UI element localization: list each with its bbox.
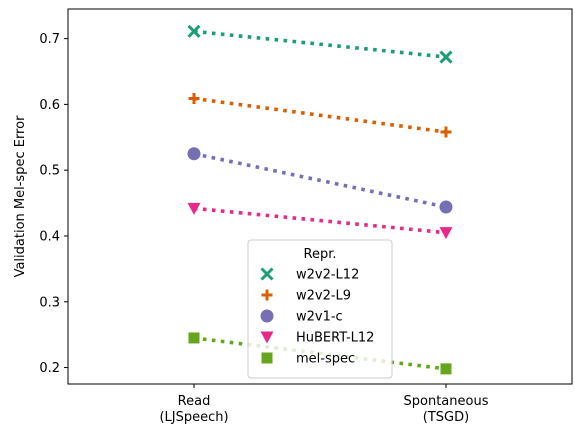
x-tick-label-1-0: Spontaneous [404, 394, 489, 409]
data-point-0-1 [439, 50, 453, 64]
legend-label-1: w2v2-L9 [296, 289, 351, 304]
legend-box [247, 239, 393, 379]
legend-label-2: w2v1-c [296, 310, 343, 325]
legend-marker-1 [261, 289, 273, 301]
x-tick-label-0-1: (LJSpeech) [159, 410, 228, 425]
y-tick-label-1: 0.3 [39, 295, 60, 310]
data-point-3-0 [187, 202, 201, 215]
legend-title: Repr. [304, 247, 337, 262]
y-axis-title: Validation Mel-spec Error [13, 115, 28, 277]
plot-frame [67, 8, 573, 385]
data-point-4-0 [188, 332, 200, 344]
y-tick-label-4: 0.6 [39, 98, 60, 113]
data-point-3-1 [439, 227, 453, 240]
y-tick-label-3: 0.5 [39, 164, 60, 179]
series-line-3 [193, 206, 447, 235]
data-point-0-0 [187, 24, 201, 38]
legend-marker-2 [260, 309, 274, 323]
data-point-4-1 [440, 363, 452, 375]
legend-marker-0 [260, 267, 274, 281]
legend-marker-3 [260, 331, 274, 344]
y-tick-label-5: 0.7 [39, 32, 60, 47]
x-tick-label-0-0: Read [178, 394, 211, 409]
x-tick-label-1-1: (TSGD) [423, 410, 469, 425]
y-tick-label-0: 0.2 [39, 361, 60, 376]
series-line-0 [193, 29, 447, 59]
plot-area [187, 24, 453, 375]
data-point-2-0 [187, 147, 201, 161]
legend-marker-4 [261, 352, 273, 364]
data-point-2-1 [439, 200, 453, 214]
y-tick-label-2: 0.4 [39, 229, 60, 244]
legend-label-4: mel-spec [296, 352, 355, 367]
legend: Repr. w2v2-L12 w2v2-L9 w2v1-c HuBERT-L12 mel-… [247, 239, 393, 379]
legend-label-3: HuBERT-L12 [296, 331, 374, 346]
legend-label-0: w2v2-L12 [296, 268, 359, 283]
data-point-1-0 [188, 92, 200, 104]
series-line-1 [193, 96, 447, 134]
series-line-2 [193, 151, 447, 209]
axes: 0.2 0.3 0.4 0.5 0.6 0.7 Read(LJSpeech) Spontane… [13, 8, 573, 425]
data-point-1-1 [440, 126, 452, 138]
